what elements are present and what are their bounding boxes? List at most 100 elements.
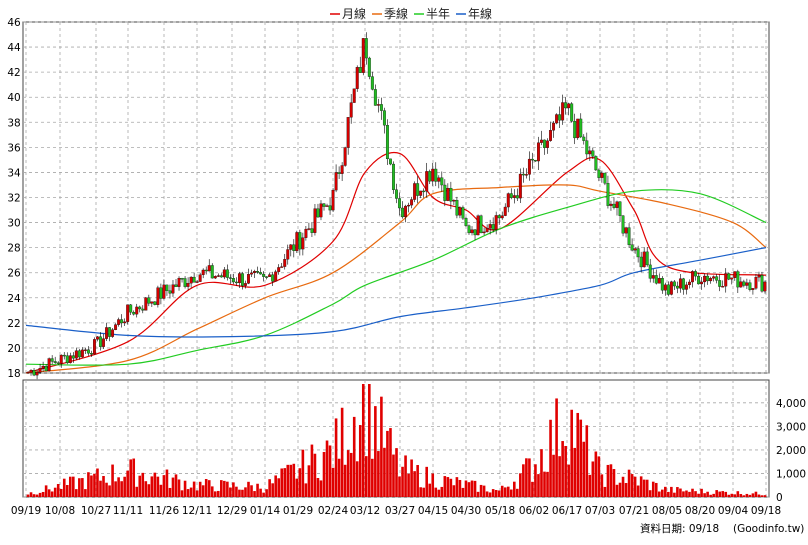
date-tick-label: 04/30: [451, 505, 481, 517]
candle-body: [126, 304, 130, 322]
volume-bar: [105, 482, 108, 497]
volume-bar: [41, 491, 45, 497]
volume-bar: [331, 467, 335, 497]
date-tick-label: 09/04: [718, 505, 749, 517]
volume-bar: [712, 493, 715, 497]
volume-bar: [401, 466, 404, 497]
volume-bar: [657, 491, 661, 497]
volume-bar: [29, 492, 33, 497]
candle-body: [434, 168, 438, 182]
candle-body: [506, 193, 510, 208]
volume-bar: [358, 425, 362, 497]
candle-body: [479, 215, 483, 233]
volume-bar: [597, 456, 601, 497]
candle-body: [259, 272, 263, 275]
ma-line-半年: [25, 188, 767, 366]
volume-bar: [189, 487, 193, 497]
candle-body: [159, 287, 163, 299]
candle-body: [724, 273, 728, 287]
candle-body: [618, 201, 622, 216]
volume-bar: [241, 489, 244, 497]
candle-body: [600, 172, 604, 178]
volume-bar: [162, 475, 166, 497]
volume-bar: [147, 484, 151, 497]
date-tick-label: 02/24: [318, 505, 349, 517]
volume-bar: [446, 477, 450, 497]
volume-bar: [334, 418, 338, 497]
candle-body: [543, 139, 546, 148]
volume-bar: [292, 463, 296, 497]
candle-body: [739, 281, 743, 288]
volume-bar: [289, 464, 293, 497]
candle-body: [657, 278, 661, 284]
candle-body: [742, 281, 746, 286]
candle-body: [700, 281, 704, 285]
volume-bar: [386, 430, 389, 497]
volume-bar: [582, 441, 586, 497]
volume-bar: [59, 488, 63, 497]
candle-body: [86, 349, 90, 354]
candle-body: [515, 195, 519, 199]
volume-bar: [739, 494, 743, 497]
volume-bar: [407, 473, 410, 497]
candle-body: [132, 312, 136, 315]
volume-bar: [561, 441, 564, 497]
volume-bar: [449, 478, 453, 497]
volume-bar: [470, 480, 474, 497]
candle-body: [102, 338, 105, 347]
volume-bar: [274, 475, 277, 497]
candle-body: [697, 275, 700, 285]
volume-bar: [337, 458, 341, 497]
candle-body: [253, 271, 256, 274]
volume-tick-label: 0: [776, 492, 783, 504]
candle-body: [198, 274, 202, 282]
volume-bar: [316, 477, 320, 497]
candle-body: [654, 275, 658, 284]
volume-bar: [516, 488, 519, 497]
volume-bar: [419, 487, 422, 497]
volume-bar: [522, 464, 525, 497]
date-tick-label: 09/18: [751, 505, 781, 517]
date-tick-label: 01/14: [250, 505, 281, 517]
volume-bar: [476, 491, 480, 497]
volume-bar: [256, 483, 259, 497]
volume-bar: [437, 489, 441, 497]
volume-bar: [757, 494, 761, 497]
candle-body: [207, 265, 211, 272]
candle-body: [721, 286, 725, 288]
volume-bar: [715, 490, 718, 497]
candle-body: [612, 203, 616, 208]
candle-body: [189, 276, 193, 284]
candle-body: [210, 265, 214, 279]
candle-body: [35, 372, 39, 376]
volume-bar: [220, 480, 223, 497]
volume-bar: [210, 486, 214, 497]
date-tick-label: 01/29: [283, 505, 313, 517]
candle-body: [295, 232, 299, 252]
volume-bar: [519, 473, 522, 497]
candle-body: [681, 278, 685, 290]
candle-body: [337, 172, 341, 174]
candle-body: [404, 205, 408, 218]
candle-body: [319, 203, 323, 218]
date-tick-label: 04/15: [418, 505, 448, 517]
volume-bar: [667, 491, 670, 497]
volume-bar: [53, 487, 57, 497]
candle-body: [440, 177, 444, 186]
candle-body: [561, 102, 565, 121]
volume-bar: [72, 476, 75, 497]
candle-body: [50, 358, 54, 362]
volume-bar: [322, 451, 326, 497]
candle-body: [77, 350, 81, 358]
volume-bar: [654, 482, 658, 497]
candle-body: [174, 284, 178, 287]
candle-body: [352, 88, 356, 103]
price-tick-label: 38: [7, 117, 20, 129]
price-tick-label: 24: [7, 293, 21, 305]
price-tick-label: 44: [7, 42, 21, 54]
volume-bar: [467, 482, 471, 497]
candle-body: [606, 183, 610, 206]
volume-bar: [132, 458, 136, 497]
candle-body: [219, 275, 223, 278]
